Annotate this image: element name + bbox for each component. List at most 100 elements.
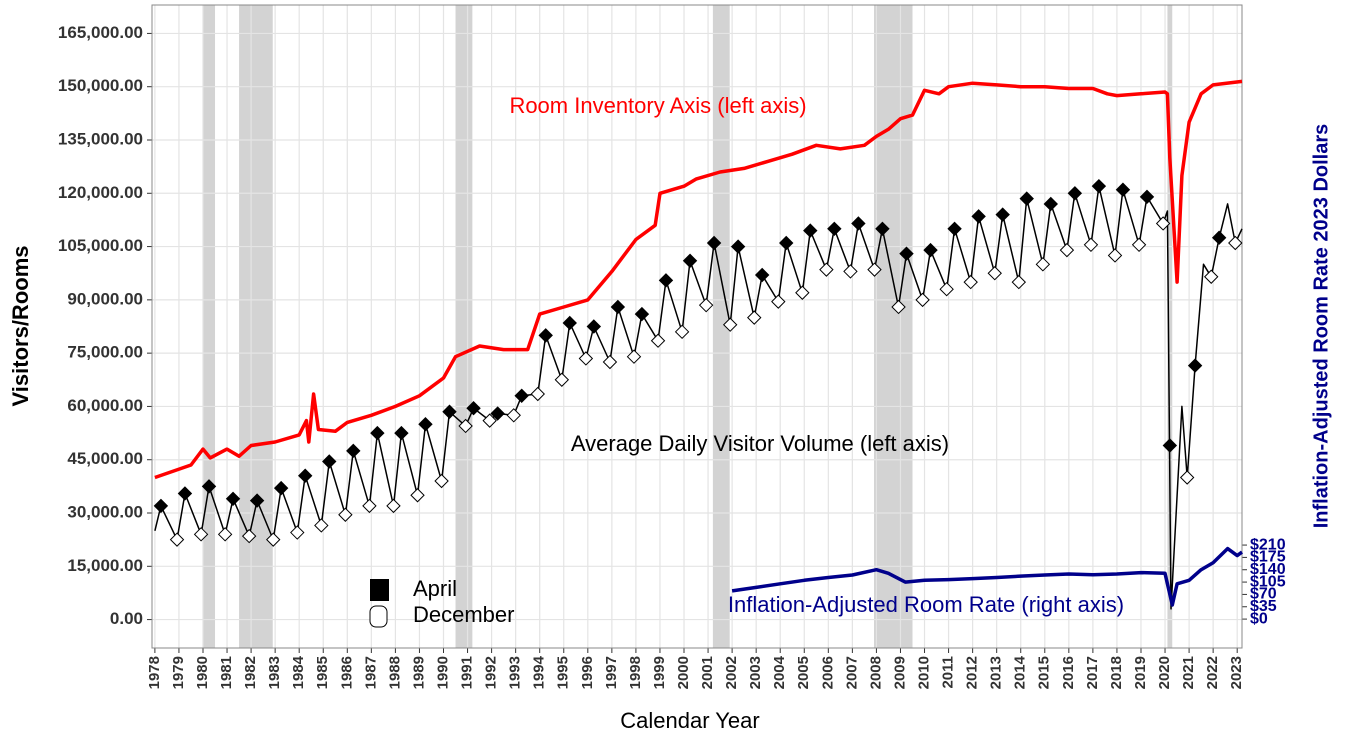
- point: [482, 413, 497, 428]
- x-tick-label: 2012: [964, 656, 981, 689]
- x-tick-label: 2013: [988, 656, 1005, 689]
- x-tick-label: 1979: [170, 656, 187, 689]
- point: [201, 479, 217, 494]
- y-tick-label: 105,000.00: [58, 236, 143, 255]
- point: [658, 273, 674, 288]
- x-tick-label: 1985: [314, 656, 331, 689]
- y-tick-label: 0.00: [110, 609, 143, 628]
- x-tick-label: 2000: [675, 656, 692, 689]
- point: [706, 235, 722, 251]
- point: [514, 388, 529, 403]
- point: [843, 264, 858, 279]
- point: [1179, 470, 1195, 485]
- point: [963, 274, 978, 290]
- x-tick-label: 2021: [1180, 656, 1197, 689]
- point: [1083, 237, 1099, 252]
- x-tick-label: 2008: [867, 656, 884, 689]
- point: [891, 299, 906, 315]
- y2-tick-label: $210: [1250, 536, 1286, 553]
- point: [754, 267, 770, 283]
- series-line: [154, 185, 1243, 610]
- point: [1059, 242, 1075, 258]
- point: [851, 216, 866, 231]
- y-tick-label: 30,000.00: [67, 502, 143, 521]
- point: [249, 493, 265, 508]
- x-tick-label: 2011: [940, 656, 957, 689]
- point: [1155, 216, 1171, 231]
- point: [418, 416, 433, 432]
- x-tick-label: 1983: [266, 656, 283, 689]
- point: [153, 498, 169, 514]
- x-tick-label: 1981: [218, 656, 235, 689]
- series-line: [154, 79, 1243, 480]
- series-label: Room Inventory Axis (left axis): [509, 93, 806, 118]
- point: [682, 253, 698, 268]
- shaded-period: [455, 5, 473, 648]
- x-tick-label: 1990: [434, 656, 451, 689]
- x-tick-label: 2014: [1012, 655, 1029, 689]
- x-tick-label: 2015: [1036, 656, 1053, 689]
- point: [297, 468, 313, 483]
- point: [1011, 274, 1027, 290]
- shaded-period: [712, 5, 730, 648]
- point: [578, 351, 594, 366]
- point: [771, 294, 786, 309]
- shaded-period: [202, 5, 216, 648]
- y-tick-label: 15,000.00: [67, 556, 143, 575]
- y2-tick-label: $140: [1250, 561, 1286, 578]
- x-tick-label: 2023: [1228, 656, 1245, 689]
- point: [747, 310, 762, 325]
- point: [586, 319, 602, 334]
- legend-label: December: [413, 602, 514, 627]
- point: [875, 221, 890, 237]
- point: [867, 262, 882, 277]
- point: [947, 221, 962, 237]
- point: [995, 207, 1010, 222]
- point: [322, 454, 337, 469]
- point: [1204, 269, 1219, 284]
- point: [266, 532, 281, 547]
- point: [634, 306, 650, 322]
- point: [730, 239, 746, 254]
- point: [562, 315, 577, 331]
- y-tick-label: 150,000.00: [58, 76, 143, 95]
- y2-axis-title: Inflation-Adjusted Room Rate 2023 Dollar…: [1310, 124, 1332, 529]
- x-tick-label: 1998: [627, 656, 644, 689]
- point: [915, 292, 930, 308]
- y2-tick-label: $35: [1250, 598, 1277, 615]
- point: [1043, 196, 1059, 212]
- x-tick-label: 1996: [579, 656, 596, 689]
- point: [225, 491, 241, 507]
- x-tick-label: 2017: [1084, 656, 1101, 689]
- point: [1131, 237, 1147, 252]
- point: [803, 223, 818, 238]
- point: [386, 498, 401, 514]
- point: [827, 221, 842, 237]
- y-tick-label: 135,000.00: [58, 129, 143, 148]
- point: [1067, 186, 1083, 201]
- point: [506, 408, 521, 423]
- point: [1019, 191, 1034, 206]
- x-tick-label: 2022: [1204, 656, 1221, 689]
- point: [971, 209, 986, 224]
- point: [899, 246, 914, 261]
- x-tick-label: 2010: [915, 656, 932, 689]
- x-tick-label: 2007: [843, 656, 860, 689]
- x-tick-label: 2004: [771, 655, 788, 689]
- y-tick-label: 60,000.00: [67, 396, 143, 415]
- point: [1162, 438, 1178, 453]
- y-tick-label: 45,000.00: [67, 449, 143, 468]
- legend-key: [369, 605, 388, 628]
- point: [1107, 248, 1123, 263]
- point: [290, 525, 305, 540]
- point: [939, 281, 954, 297]
- point: [346, 443, 361, 459]
- point: [987, 266, 1002, 281]
- point: [1139, 189, 1155, 205]
- x-tick-label: 1984: [290, 655, 307, 689]
- point: [795, 285, 810, 300]
- y-tick-label: 165,000.00: [58, 23, 143, 42]
- x-tick-label: 1999: [651, 656, 668, 689]
